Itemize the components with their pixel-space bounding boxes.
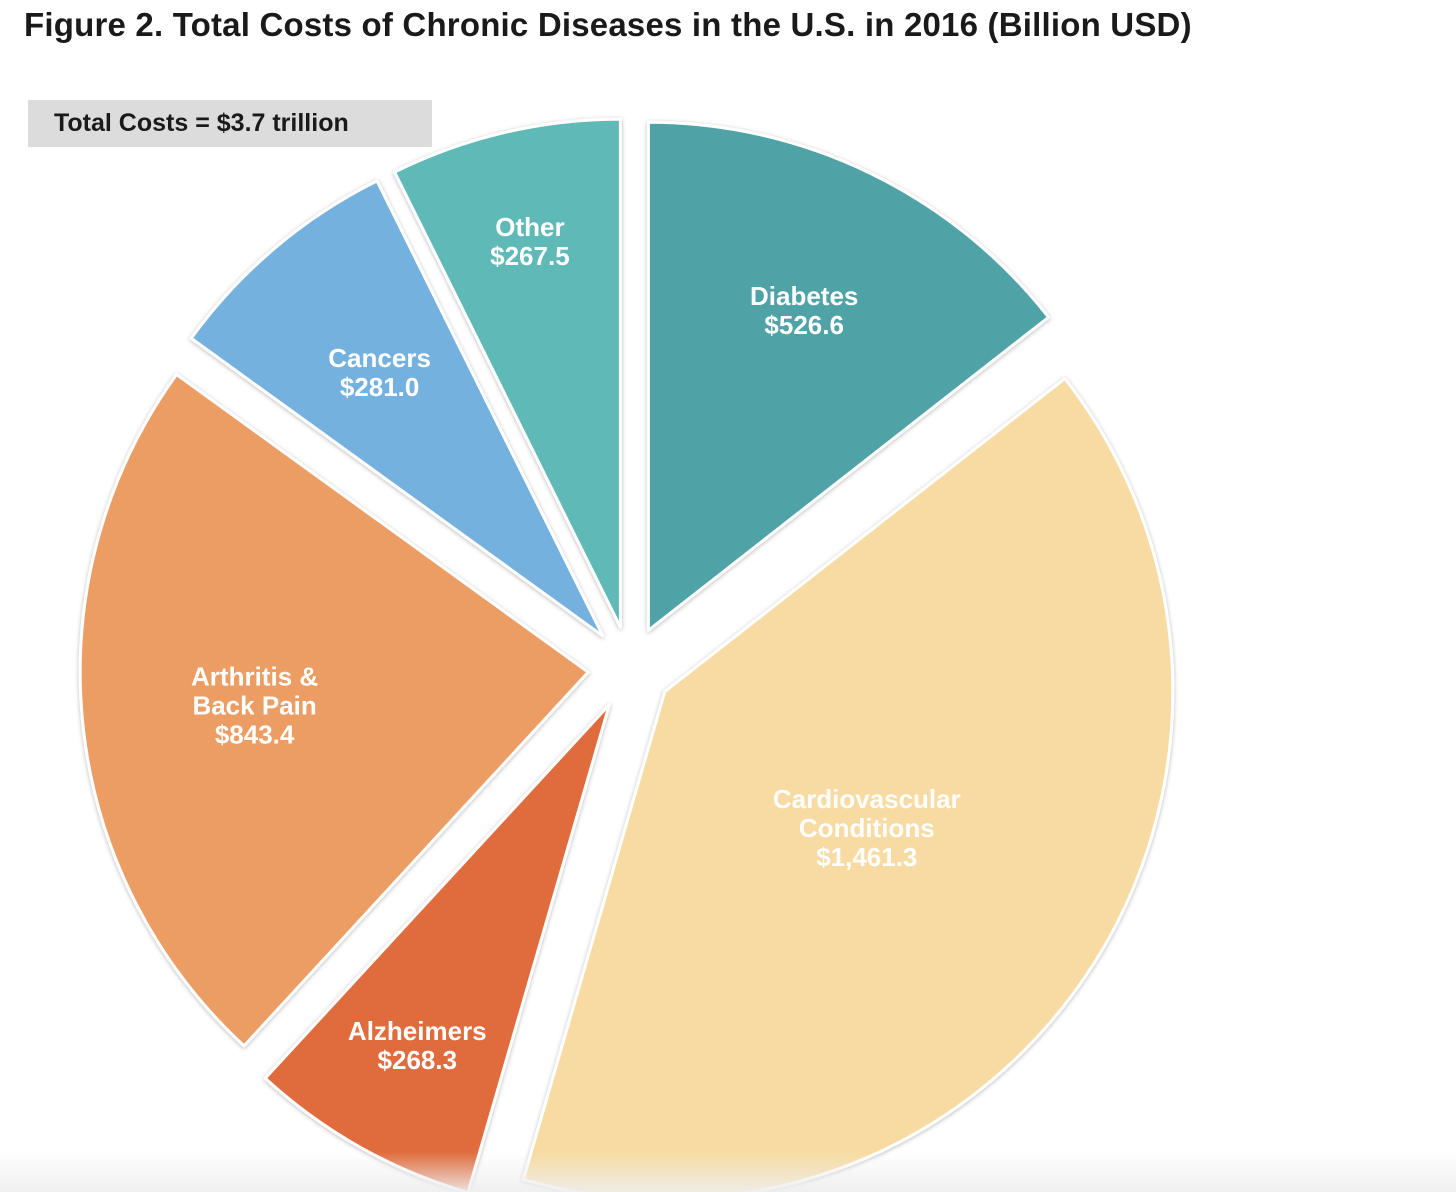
- pie-labels: Diabetes $526.6 Cardiovascular Conditions $1…: [191, 212, 961, 1075]
- slice-label-line: $267.5: [490, 241, 570, 271]
- pie-slice-other: [393, 117, 622, 629]
- slice-label-line: $1,461.3: [816, 842, 917, 872]
- slice-label-line: $268.3: [378, 1045, 458, 1075]
- slice-label-line: Conditions: [799, 813, 935, 843]
- slice-label-other: Other $267.5: [490, 212, 570, 271]
- slice-label-line: $281.0: [340, 372, 420, 402]
- figure-title: Figure 2. Total Costs of Chronic Disease…: [24, 6, 1192, 43]
- pie-slice-cancers: [189, 179, 605, 638]
- slice-label-alzheimers: Alzheimers $268.3: [348, 1016, 487, 1075]
- slice-label-line: Arthritis &: [191, 662, 318, 692]
- pie-slice-diabetes: [646, 120, 1051, 632]
- pie-slices: [78, 117, 1175, 1192]
- slice-label-arthritis: Arthritis & Back Pain $843.4: [191, 662, 318, 750]
- slice-label-line: Cancers: [328, 343, 431, 373]
- slice-label-line: $526.6: [764, 310, 844, 340]
- pie-slice-cardiovascular: [521, 377, 1175, 1192]
- pie-slice-arthritis: [78, 373, 590, 1048]
- total-costs-badge: Total Costs = $3.7 trillion: [28, 100, 432, 147]
- slice-label-line: Alzheimers: [348, 1016, 487, 1046]
- slice-label-line: $843.4: [215, 720, 295, 750]
- slice-label-line: Diabetes: [750, 281, 858, 311]
- slice-label-line: Back Pain: [192, 691, 316, 721]
- slice-label-cardiovascular: Cardiovascular Conditions $1,461.3: [773, 784, 961, 872]
- slice-label-line: Cardiovascular: [773, 784, 961, 814]
- slice-label-diabetes: Diabetes $526.6: [750, 281, 858, 340]
- slice-label-cancers: Cancers $281.0: [328, 343, 431, 402]
- slice-label-line: Other: [495, 212, 564, 242]
